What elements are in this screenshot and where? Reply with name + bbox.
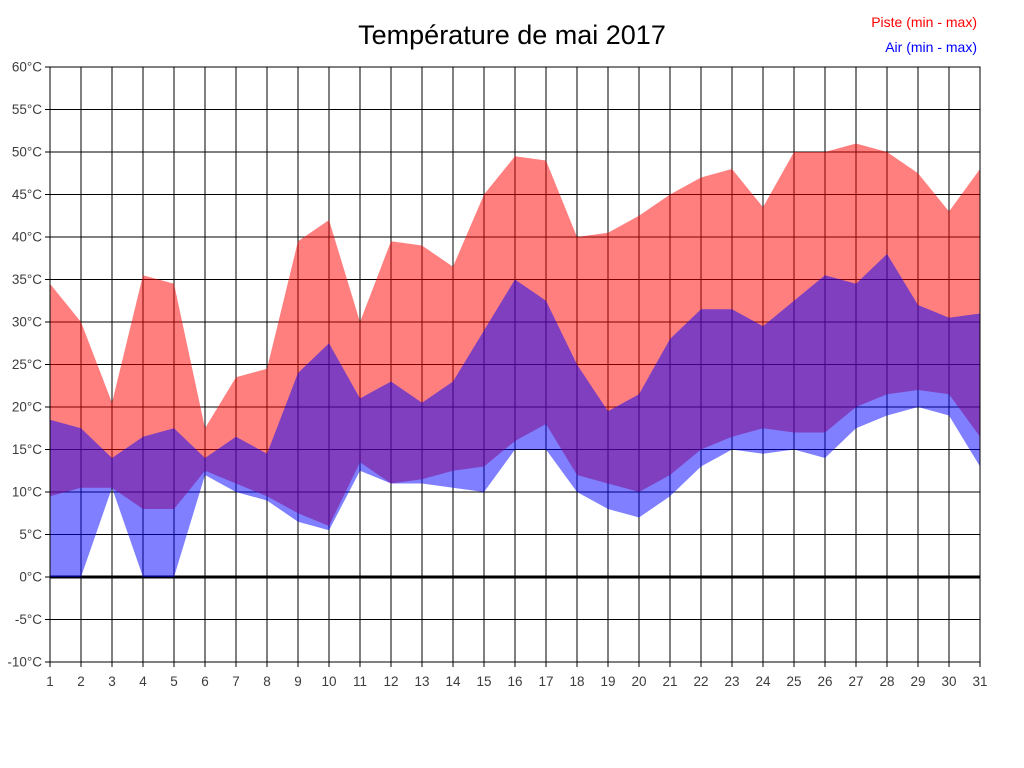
y-tick-label: 40°C <box>12 230 42 245</box>
x-tick-label: 22 <box>693 674 708 689</box>
x-tick-label: 30 <box>941 674 956 689</box>
band-air <box>50 254 980 577</box>
chart-legend: Piste (min - max) Air (min - max) <box>871 10 977 60</box>
x-tick-label: 27 <box>848 674 863 689</box>
x-tick-label: 14 <box>445 674 461 689</box>
x-tick-label: 26 <box>817 674 832 689</box>
x-tick-label: 5 <box>170 674 178 689</box>
y-tick-label: -10°C <box>7 655 42 670</box>
chart-title: Température de mai 2017 <box>358 20 666 50</box>
x-tick-label: 13 <box>414 674 429 689</box>
x-tick-label: 7 <box>232 674 240 689</box>
y-tick-label: 50°C <box>12 145 42 160</box>
x-tick-label: 18 <box>569 674 584 689</box>
x-tick-label: 1 <box>46 674 54 689</box>
y-tick-label: 45°C <box>12 187 42 202</box>
y-tick-label: 35°C <box>12 272 42 287</box>
x-tick-label: 17 <box>538 674 553 689</box>
x-tick-label: 11 <box>353 674 367 689</box>
y-tick-label: 60°C <box>12 60 42 75</box>
x-tick-label: 2 <box>77 674 85 689</box>
y-tick-label: 30°C <box>12 315 42 330</box>
y-tick-label: 15°C <box>12 442 42 457</box>
x-tick-label: 25 <box>786 674 801 689</box>
x-tick-label: 31 <box>972 674 987 689</box>
y-tick-label: 20°C <box>12 400 42 415</box>
x-tick-label: 3 <box>108 674 116 689</box>
x-tick-label: 28 <box>879 674 894 689</box>
y-tick-label: 55°C <box>12 102 42 117</box>
x-tick-label: 6 <box>201 674 209 689</box>
x-tick-label: 12 <box>383 674 398 689</box>
y-tick-label: -5°C <box>15 612 42 627</box>
x-tick-label: 15 <box>476 674 491 689</box>
x-tick-label: 9 <box>294 674 302 689</box>
legend-air-label: Air (min - max) <box>885 39 977 55</box>
x-tick-label: 24 <box>755 674 771 689</box>
y-tick-label: 10°C <box>12 485 42 500</box>
y-tick-label: 0°C <box>19 570 42 585</box>
y-tick-label: 5°C <box>19 527 42 542</box>
x-tick-label: 29 <box>910 674 925 689</box>
x-tick-label: 23 <box>724 674 739 689</box>
x-tick-label: 19 <box>600 674 615 689</box>
x-tick-label: 8 <box>263 674 271 689</box>
x-tick-label: 10 <box>321 674 336 689</box>
x-tick-label: 16 <box>507 674 522 689</box>
x-tick-label: 21 <box>662 674 677 689</box>
x-tick-label: 20 <box>631 674 646 689</box>
legend-piste-label: Piste (min - max) <box>871 14 977 30</box>
x-tick-label: 4 <box>139 674 147 689</box>
y-tick-label: 25°C <box>12 357 42 372</box>
